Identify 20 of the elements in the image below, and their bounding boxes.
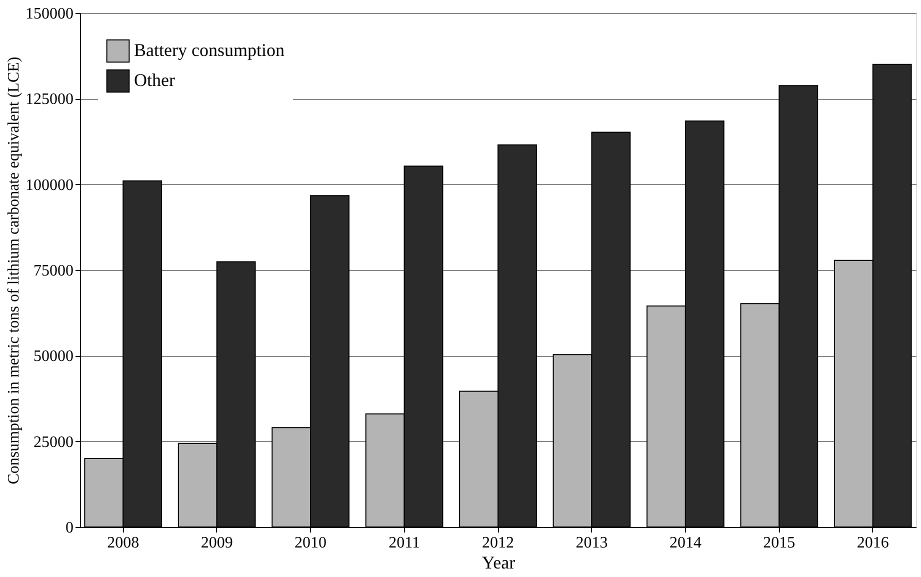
y-tick-label: 100000 xyxy=(26,176,74,194)
y-tick-label: 0 xyxy=(66,520,74,536)
x-tick-label: 2016 xyxy=(856,534,889,552)
y-tick-label: 125000 xyxy=(26,91,74,108)
x-axis-title: Year xyxy=(482,552,516,572)
x-tick-label: 2015 xyxy=(763,534,796,552)
x-tick-label: 2012 xyxy=(482,534,514,552)
x-tick-label: 2010 xyxy=(294,534,327,552)
y-tick-label: 75000 xyxy=(34,262,74,280)
y-tick-label: 25000 xyxy=(34,434,74,451)
y-tick-label: 150000 xyxy=(26,6,74,22)
x-tick-label: 2011 xyxy=(388,534,420,552)
x-tick-label: 2014 xyxy=(669,534,702,552)
x-tick-label: 2008 xyxy=(107,534,140,552)
y-tick-label: 50000 xyxy=(34,348,74,366)
y-axis-title: Consumption in metric tons of lithium carbonate equivalent (LCE) xyxy=(6,56,22,484)
x-tick-label: 2009 xyxy=(200,534,233,552)
legend-label: Battery consumption xyxy=(134,40,284,60)
x-tick-label: 2013 xyxy=(576,534,608,552)
legend-label: Other xyxy=(134,70,175,90)
